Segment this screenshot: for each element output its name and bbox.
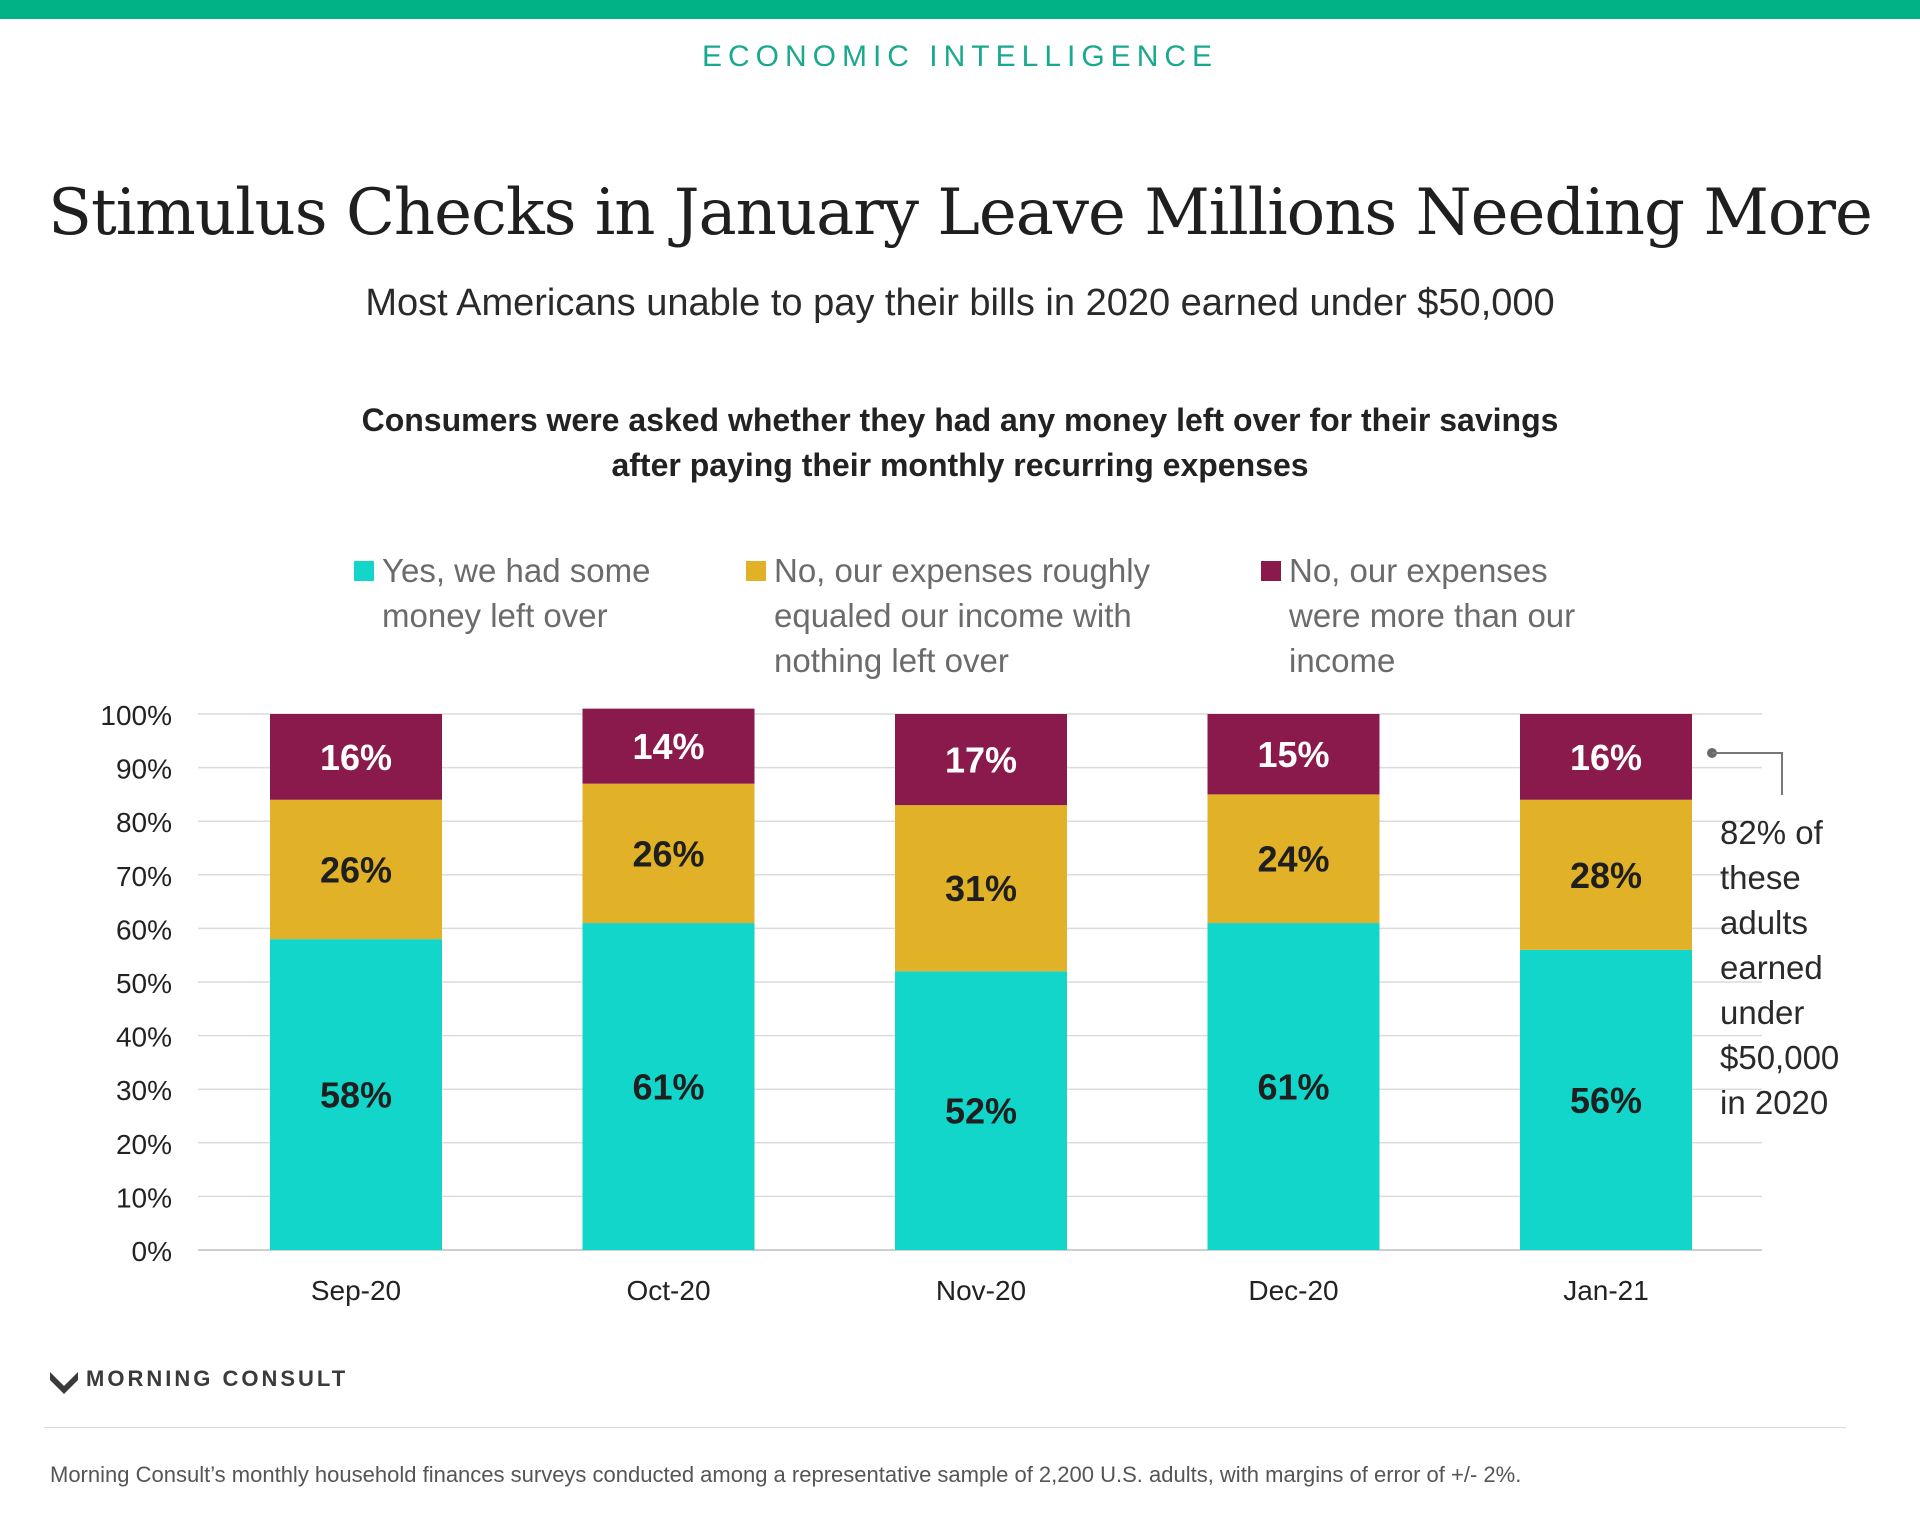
legend-swatch-more <box>1261 561 1281 581</box>
annotation-line: in 2020 <box>1720 1084 1828 1121</box>
y-tick-label: 10% <box>116 1182 172 1213</box>
bar-segment <box>270 714 442 800</box>
y-tick-label: 70% <box>116 861 172 892</box>
data-label: 28% <box>1570 855 1642 896</box>
data-label: 26% <box>320 849 392 890</box>
data-label: 31% <box>945 868 1017 909</box>
top-accent-bar <box>0 0 1920 19</box>
legend-label-yes: Yes, we had some money left over <box>382 552 651 634</box>
y-tick-label: 40% <box>116 1022 172 1053</box>
annotation-bracket <box>1712 752 1783 795</box>
legend-item-yes: Yes, we had some money left over <box>354 548 712 638</box>
annotation-line: 82% of <box>1720 814 1824 851</box>
bar-segment <box>1520 714 1692 800</box>
x-tick-label: Nov-20 <box>936 1275 1026 1306</box>
y-tick-label: 80% <box>116 807 172 838</box>
data-label: 61% <box>1257 1067 1329 1108</box>
x-tick-label: Sep-20 <box>311 1275 401 1306</box>
legend-swatch-equal <box>746 561 766 581</box>
section-kicker: ECONOMIC INTELLIGENCE <box>701 40 1219 73</box>
bar-segment <box>270 939 442 1250</box>
footnote: Morning Consult’s monthly household fina… <box>50 1462 1522 1487</box>
data-label: 17% <box>945 740 1017 781</box>
bar-segment <box>1520 799 1692 950</box>
bar-segment <box>582 708 755 784</box>
bar-segment <box>1520 949 1692 1250</box>
bar-segment <box>1207 794 1380 924</box>
bar-segment <box>895 714 1067 806</box>
legend-swatch-yes <box>354 561 374 581</box>
legend-item-equal: No, our expenses roughly equaled our inc… <box>746 548 1214 683</box>
data-label: 58% <box>320 1075 392 1116</box>
bar-segment <box>582 783 755 924</box>
morning-consult-logo-icon <box>50 1372 78 1394</box>
bar-segment <box>895 971 1067 1250</box>
x-tick-label: Dec-20 <box>1248 1275 1338 1306</box>
y-tick-label: 20% <box>116 1129 172 1160</box>
y-tick-label: 90% <box>116 754 172 785</box>
bar-segment <box>1207 923 1380 1250</box>
legend-label-equal: No, our expenses roughly equaled our inc… <box>774 552 1151 679</box>
annotation-line: earned <box>1720 949 1823 986</box>
annotation-line: $50,000 <box>1720 1039 1839 1076</box>
y-tick-label: 100% <box>100 700 172 731</box>
footer-divider <box>44 1427 1846 1428</box>
annotation-line: under <box>1720 994 1804 1031</box>
bar-segment <box>270 799 442 940</box>
y-tick-label: 30% <box>116 1075 172 1106</box>
data-label: 26% <box>632 833 704 874</box>
data-label: 61% <box>632 1067 704 1108</box>
data-label: 24% <box>1257 839 1329 880</box>
x-tick-label: Jan-21 <box>1563 1275 1649 1306</box>
annotation-line: adults <box>1720 904 1808 941</box>
chart-title: Stimulus Checks in January Leave Million… <box>48 176 1873 250</box>
y-tick-label: 0% <box>132 1236 172 1267</box>
legend-item-more: No, our expenses were more than our inco… <box>1261 548 1599 683</box>
chart-subtitle: Most Americans unable to pay their bills… <box>365 282 1555 324</box>
data-label: 56% <box>1570 1080 1642 1121</box>
annotation-text: 82% of these adults earned under $50,000 in 20… <box>1720 814 1839 1121</box>
y-tick-label: 50% <box>116 968 172 999</box>
data-label: 14% <box>632 726 704 767</box>
brand-name: MORNING CONSULT <box>86 1366 349 1391</box>
data-label: 16% <box>320 737 392 778</box>
bar-segment <box>582 923 755 1250</box>
bar-segment <box>895 805 1067 972</box>
data-label: 16% <box>1570 737 1642 778</box>
x-tick-label: Oct-20 <box>626 1275 710 1306</box>
bar-segment <box>1207 714 1380 795</box>
survey-question: Consumers were asked whether they had an… <box>361 402 1559 483</box>
data-label: 15% <box>1257 734 1329 775</box>
annotation-line: these <box>1720 859 1801 896</box>
legend-label-more: No, our expenses were more than our inco… <box>1289 552 1576 679</box>
stacked-bar-chart: 58% 26% 16% 61% 26% 14% 52% 31% 17% 61% 24% 15% 56% 2… <box>100 700 1839 1306</box>
y-tick-label: 60% <box>116 914 172 945</box>
data-label: 52% <box>945 1091 1017 1132</box>
